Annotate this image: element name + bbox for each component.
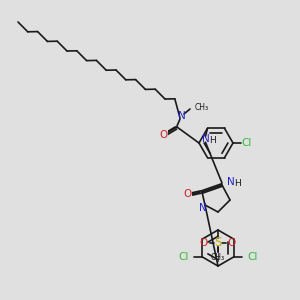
Text: O: O [159,130,167,140]
Text: |: | [217,253,220,262]
Text: O: O [200,238,208,248]
Text: Cl: Cl [178,252,188,262]
Text: H: H [209,136,216,145]
Text: O: O [228,238,236,248]
Text: H: H [234,178,241,188]
Text: Cl: Cl [248,252,258,262]
Text: N: N [199,203,207,213]
Text: N: N [178,111,186,121]
Text: N: N [202,134,209,144]
Text: N: N [227,177,235,187]
Text: O: O [183,189,191,199]
Text: CH₃: CH₃ [195,103,209,112]
Text: CH₃: CH₃ [211,253,225,262]
Text: S: S [214,236,222,250]
Text: Cl: Cl [242,138,252,148]
